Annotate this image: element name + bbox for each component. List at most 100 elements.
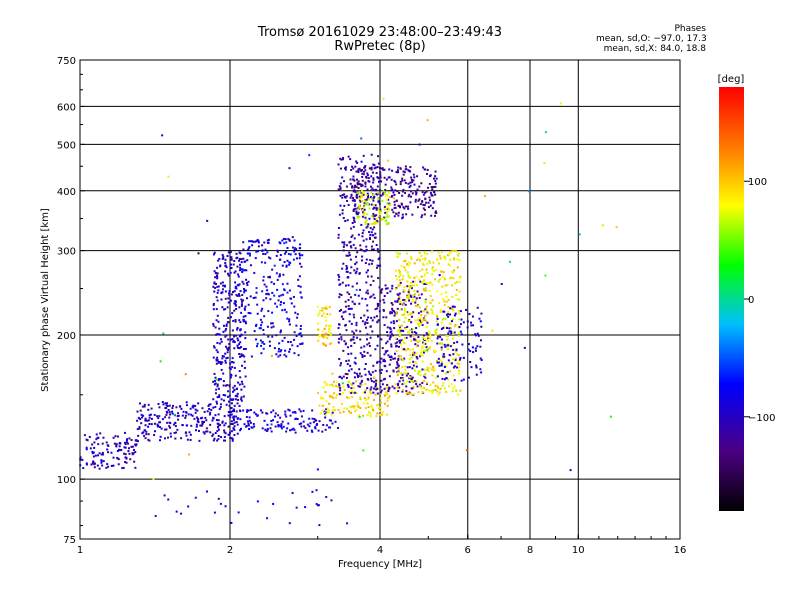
data-point [181,424,184,427]
data-point [370,248,373,251]
data-point [449,258,452,261]
data-point [578,233,581,236]
data-point [368,263,371,266]
data-point [237,275,240,278]
data-point [407,289,410,292]
data-point [224,297,227,300]
data-point [398,345,401,348]
data-point [361,179,364,182]
data-point [212,345,215,348]
data-point [459,275,462,278]
data-point [136,440,139,443]
data-point [360,375,363,378]
data-point [243,289,246,292]
data-point [244,322,247,325]
data-point [203,432,206,435]
data-point [317,504,320,507]
data-point [395,278,398,281]
data-point [364,216,367,219]
data-point [196,416,199,419]
data-point [387,388,390,391]
data-point [438,387,441,390]
data-point [454,357,457,360]
data-point [398,269,401,272]
data-point [321,335,324,338]
data-point [388,196,391,199]
data-point [145,430,148,433]
data-point [366,402,369,405]
data-point [432,201,435,204]
data-point [414,339,417,342]
data-point [405,168,408,171]
data-point [390,343,393,346]
data-point [283,336,286,339]
data-point [389,290,392,293]
data-point [226,255,229,258]
data-point [432,389,435,392]
data-point [372,391,375,394]
data-point [386,202,389,205]
data-point [437,251,440,254]
data-point [374,188,377,191]
data-point [276,249,279,252]
data-point [140,422,143,425]
data-point [263,419,266,422]
data-point [234,320,237,323]
data-point [460,333,463,336]
data-point [110,464,113,467]
data-point [338,384,341,387]
data-point [403,357,406,360]
data-point [227,272,230,275]
data-point [403,310,406,313]
data-point [423,379,426,382]
data-point [274,412,277,415]
data-point [354,263,357,266]
data-point [168,416,171,419]
data-point [214,392,217,395]
data-point [414,319,417,322]
data-point [343,241,346,244]
data-point [391,208,394,211]
data-point [461,343,464,346]
data-point [236,265,239,268]
data-point [217,419,220,422]
x-tick-label: 2 [227,545,233,556]
data-point [409,335,412,338]
data-point [266,289,269,292]
data-point [397,298,400,301]
data-point [370,223,373,226]
data-point [190,424,193,427]
data-point [423,339,426,342]
data-point [360,346,363,349]
data-point [419,374,422,377]
data-point [244,260,247,263]
data-point [448,330,451,333]
data-point [347,284,350,287]
data-point [213,437,216,440]
data-point [312,421,315,424]
data-point [413,293,416,296]
data-point [212,416,215,419]
data-point [168,425,171,428]
data-point [403,179,406,182]
data-point [376,412,379,415]
data-point [280,349,283,352]
data-point [381,413,384,416]
data-point [417,257,420,260]
data-point [347,346,350,349]
data-point [363,208,366,211]
data-point [114,435,117,438]
data-point [409,276,412,279]
data-point [342,349,345,352]
data-point [288,238,291,241]
data-point [373,316,376,319]
data-point [410,312,413,315]
data-point [293,428,296,431]
data-point [447,378,450,381]
data-point [283,242,286,245]
data-point [450,330,453,333]
data-point [420,351,423,354]
data-point [240,398,243,401]
data-point [347,380,350,383]
data-point [293,239,296,242]
